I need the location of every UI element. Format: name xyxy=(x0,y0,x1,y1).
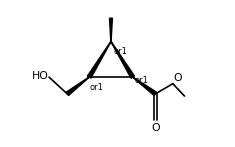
Polygon shape xyxy=(110,18,112,41)
Polygon shape xyxy=(133,77,157,96)
Polygon shape xyxy=(66,77,89,96)
Text: O: O xyxy=(174,72,182,82)
Text: HO: HO xyxy=(31,71,48,81)
Text: O: O xyxy=(151,123,160,133)
Polygon shape xyxy=(111,41,134,78)
Text: or1: or1 xyxy=(135,76,149,85)
Polygon shape xyxy=(87,41,111,78)
Text: or1: or1 xyxy=(90,83,103,92)
Text: or1: or1 xyxy=(113,47,127,56)
